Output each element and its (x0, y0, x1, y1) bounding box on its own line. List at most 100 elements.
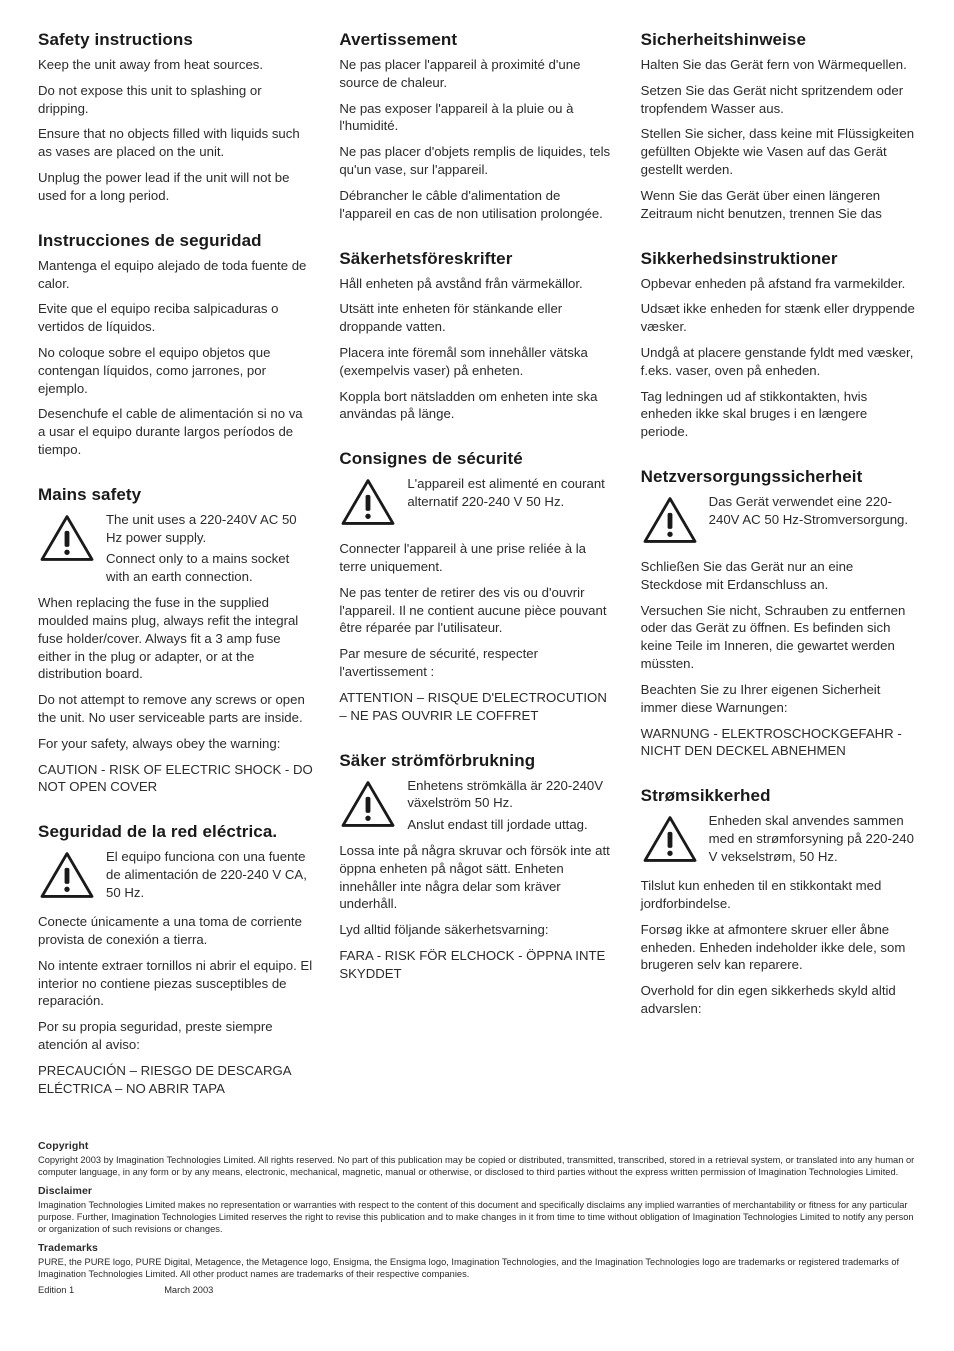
section: Seguridad de la red eléctrica. El equipo … (38, 822, 313, 1105)
body-paragraph: Beachten Sie zu Ihrer eigenen Sicherheit… (641, 681, 916, 717)
edition-text: Edition 1 (38, 1285, 74, 1297)
body-paragraph: El equipo funciona con una fuente de ali… (106, 848, 313, 901)
icon-row: The unit uses a 220-240V AC 50 Hz power … (38, 511, 313, 586)
disclaimer-heading: Disclaimer (38, 1185, 916, 1198)
body-paragraph: Stellen Sie sicher, dass keine mit Flüss… (641, 125, 916, 178)
column-2: Avertissement Ne pas placer l'appareil à … (339, 30, 614, 1124)
body-paragraph: Unplug the power lead if the unit will n… (38, 169, 313, 205)
body-paragraph: Ne pas placer l'appareil à proximité d'u… (339, 56, 614, 92)
icon-row: El equipo funciona con una fuente de ali… (38, 848, 313, 905)
copyright-heading: Copyright (38, 1140, 916, 1153)
body-paragraph: L'appareil est alimenté en courant alter… (407, 475, 614, 511)
body-paragraph: Par mesure de sécurité, respecter l'aver… (339, 645, 614, 681)
section: Safety instructions Keep the unit away fr… (38, 30, 313, 213)
icon-row: L'appareil est alimenté en courant alter… (339, 475, 614, 532)
icon-text: The unit uses a 220-240V AC 50 Hz power … (106, 511, 313, 586)
caution-triangle-icon (641, 495, 699, 545)
icon-text: L'appareil est alimenté en courant alter… (407, 475, 614, 511)
section: Strømsikkerhed Enheden skal anvendes samm… (641, 786, 916, 1026)
body-paragraph: No intente extraer tornillos ni abrir el… (38, 957, 313, 1010)
body-paragraph: CAUTION - RISK OF ELECTRIC SHOCK - DO NO… (38, 761, 313, 797)
icon-text: Das Gerät verwendet eine 220-240V AC 50 … (709, 493, 916, 529)
section-heading: Avertissement (339, 30, 614, 50)
caution-triangle-icon (38, 513, 96, 563)
section-heading: Säker strömförbrukning (339, 751, 614, 771)
body-paragraph: Schließen Sie das Gerät nur an eine Stec… (641, 558, 916, 594)
section: Instrucciones de seguridad Mantenga el eq… (38, 231, 313, 467)
body-paragraph: ATTENTION – RISQUE D'ELECTROCUTION – NE … (339, 689, 614, 725)
footer: Copyright Copyright 2003 by Imagination … (38, 1140, 916, 1297)
icon-row: Enhetens strömkälla är 220-240V växelstr… (339, 777, 614, 834)
body-paragraph: For your safety, always obey the warning… (38, 735, 313, 753)
body-paragraph: Desenchufe el cable de alimentación si n… (38, 405, 313, 458)
body-paragraph: Lyd alltid följande säkerhetsvarning: (339, 921, 614, 939)
body-paragraph: Undgå at placere genstande fyldt med væs… (641, 344, 916, 380)
body-paragraph: Ne pas exposer l'appareil à la pluie ou … (339, 100, 614, 136)
body-paragraph: Forsøg ikke at afmontere skruer eller åb… (641, 921, 916, 974)
icon-hold (38, 513, 96, 568)
icon-hold (641, 814, 699, 869)
body-paragraph: Do not expose this unit to splashing or … (38, 82, 313, 118)
section-heading: Säkerhetsföreskrifter (339, 249, 614, 269)
section-heading: Sicherheitshinweise (641, 30, 916, 50)
caution-triangle-icon (339, 477, 397, 527)
trademarks-text: PURE, the PURE logo, PURE Digital, Metag… (38, 1257, 916, 1281)
section: Consignes de sécurité L'appareil est alim… (339, 449, 614, 732)
body-paragraph: Connecter l'appareil à une prise reliée … (339, 540, 614, 576)
icon-hold (38, 850, 96, 905)
body-paragraph: No coloque sobre el equipo objetos que c… (38, 344, 313, 397)
icon-text: Enheden skal anvendes sammen med en strø… (709, 812, 916, 865)
body-paragraph: Débrancher le câble d'alimentation de l'… (339, 187, 614, 223)
body-paragraph: Mantenga el equipo alejado de toda fuent… (38, 257, 313, 293)
section-heading: Seguridad de la red eléctrica. (38, 822, 313, 842)
body-paragraph: Das Gerät verwendet eine 220-240V AC 50 … (709, 493, 916, 529)
body-paragraph: Anslut endast till jordade uttag. (407, 816, 614, 834)
body-paragraph: Evite que el equipo reciba salpicaduras … (38, 300, 313, 336)
section: Mains safety The unit uses a 220-240V AC … (38, 485, 313, 804)
body-paragraph: Opbevar enheden på afstand fra varmekild… (641, 275, 916, 293)
icon-hold (339, 477, 397, 532)
section-heading: Consignes de sécurité (339, 449, 614, 469)
icon-text: Enhetens strömkälla är 220-240V växelstr… (407, 777, 614, 834)
section-heading: Mains safety (38, 485, 313, 505)
body-paragraph: Placera inte föremål som innehåller väts… (339, 344, 614, 380)
section: Sikkerhedsinstruktioner Opbevar enheden p… (641, 249, 916, 450)
section: Avertissement Ne pas placer l'appareil à … (339, 30, 614, 231)
disclaimer-text: Imagination Technologies Limited makes n… (38, 1200, 916, 1236)
section: Säkerhetsföreskrifter Håll enheten på avs… (339, 249, 614, 432)
body-paragraph: Tag ledningen ud af stikkontakten, hvis … (641, 388, 916, 441)
section: NetzversorgungssicherheitDas Gerät verwe… (641, 467, 916, 768)
columns-wrap: Safety instructions Keep the unit away fr… (38, 30, 916, 1124)
body-paragraph: Udsæt ikke enheden for stænk eller drypp… (641, 300, 916, 336)
body-paragraph: Lossa inte på några skruvar och försök i… (339, 842, 614, 913)
section-heading: Strømsikkerhed (641, 786, 916, 806)
icon-hold (641, 495, 699, 550)
body-paragraph: When replacing the fuse in the supplied … (38, 594, 313, 683)
section-heading: Safety instructions (38, 30, 313, 50)
body-paragraph: Overhold for din egen sikkerheds skyld a… (641, 982, 916, 1018)
icon-hold (339, 779, 397, 834)
caution-triangle-icon (339, 779, 397, 829)
body-paragraph: Connect only to a mains socket with an e… (106, 550, 313, 586)
body-paragraph: Setzen Sie das Gerät nicht spritzendem o… (641, 82, 916, 118)
body-paragraph: Håll enheten på avstånd från värmekällor… (339, 275, 614, 293)
body-paragraph: Versuchen Sie nicht, Schrauben zu entfer… (641, 602, 916, 673)
edition-date: March 2003 (164, 1285, 213, 1297)
body-paragraph: Tilslut kun enheden til en stikkontakt m… (641, 877, 916, 913)
body-paragraph: Wenn Sie das Gerät über einen längeren Z… (641, 187, 916, 223)
body-paragraph: Keep the unit away from heat sources. (38, 56, 313, 74)
icon-row: Das Gerät verwendet eine 220-240V AC 50 … (641, 493, 916, 550)
body-paragraph: Conecte únicamente a una toma de corrien… (38, 913, 313, 949)
body-paragraph: Utsätt inte enheten för stänkande eller … (339, 300, 614, 336)
section-heading: Sikkerhedsinstruktioner (641, 249, 916, 269)
copyright-text: Copyright 2003 by Imagination Technologi… (38, 1155, 916, 1179)
body-paragraph: Do not attempt to remove any screws or o… (38, 691, 313, 727)
body-paragraph: Koppla bort nätsladden om enheten inte s… (339, 388, 614, 424)
body-paragraph: The unit uses a 220-240V AC 50 Hz power … (106, 511, 313, 547)
section-heading: Instrucciones de seguridad (38, 231, 313, 251)
body-paragraph: WARNUNG - ELEKTROSCHOCKGEFAHR - NICHT DE… (641, 725, 916, 761)
body-paragraph: Enhetens strömkälla är 220-240V växelstr… (407, 777, 614, 813)
body-paragraph: Ne pas tenter de retirer des vis ou d'ou… (339, 584, 614, 637)
trademarks-heading: Trademarks (38, 1242, 916, 1255)
icon-row: Enheden skal anvendes sammen med en strø… (641, 812, 916, 869)
